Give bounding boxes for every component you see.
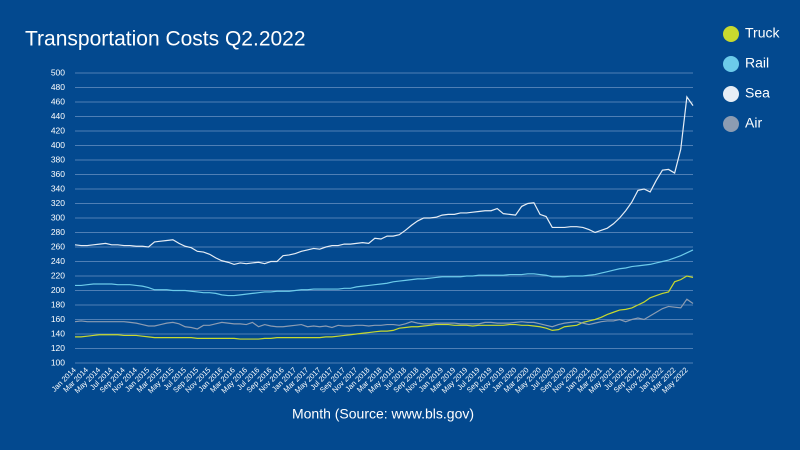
legend-swatch: [723, 116, 739, 132]
legend-label: Truck: [745, 25, 780, 41]
y-tick-label: 160: [51, 314, 65, 324]
y-tick-label: 220: [51, 270, 65, 280]
series-line: [74, 298, 694, 330]
y-tick-label: 460: [51, 96, 65, 106]
y-tick-label: 260: [51, 241, 65, 251]
legend-label: Sea: [745, 85, 770, 101]
y-tick-label: 120: [51, 343, 65, 353]
y-tick-label: 400: [51, 140, 65, 150]
x-axis-label: Month (Source: www.bls.gov): [292, 406, 474, 422]
y-tick-label: 380: [51, 154, 65, 164]
y-tick-label: 360: [51, 169, 65, 179]
series-line: [75, 275, 694, 340]
y-tick-label: 300: [51, 212, 65, 222]
chart-title: Transportation Costs Q2.2022: [25, 28, 306, 51]
series-line: [74, 95, 694, 266]
series-line: [75, 249, 694, 297]
legend-swatch: [723, 26, 739, 42]
y-tick-label: 440: [51, 111, 65, 121]
y-tick-label: 480: [51, 82, 65, 92]
y-tick-label: 500: [51, 67, 65, 77]
y-tick-label: 200: [51, 285, 65, 295]
y-tick-label: 180: [51, 299, 65, 309]
y-tick-label: 100: [51, 357, 65, 367]
y-tick-label: 340: [51, 183, 65, 193]
y-tick-label: 240: [51, 256, 65, 266]
legend-swatch: [723, 56, 739, 72]
y-tick-label: 420: [51, 125, 65, 135]
y-tick-label: 320: [51, 198, 65, 208]
legend-label: Rail: [745, 55, 769, 71]
y-tick-label: 140: [51, 328, 65, 338]
y-tick-label: 280: [51, 227, 65, 237]
legend-label: Air: [745, 115, 762, 131]
legend-swatch: [723, 86, 739, 102]
